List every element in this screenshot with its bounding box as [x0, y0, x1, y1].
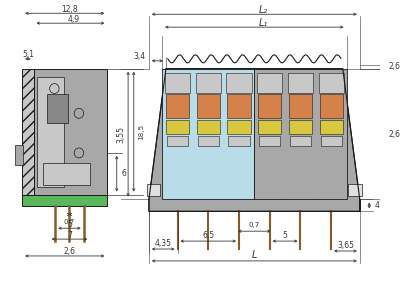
- Text: L₁: L₁: [259, 18, 268, 28]
- Polygon shape: [149, 69, 360, 211]
- Text: 5: 5: [283, 231, 288, 240]
- Bar: [258, 120, 281, 134]
- Bar: [319, 73, 344, 93]
- Bar: [290, 136, 311, 146]
- Bar: [22, 195, 107, 207]
- Bar: [37, 77, 64, 187]
- Text: 5,1: 5,1: [22, 50, 34, 59]
- Bar: [167, 136, 188, 146]
- Bar: [198, 136, 219, 146]
- Bar: [228, 136, 250, 146]
- Bar: [320, 95, 343, 118]
- Text: 18,5: 18,5: [138, 124, 144, 140]
- Bar: [166, 120, 189, 134]
- Text: 4,35: 4,35: [155, 239, 172, 248]
- Text: 5: 5: [67, 220, 72, 229]
- Bar: [289, 95, 312, 118]
- Bar: [147, 184, 160, 195]
- Text: 2,6: 2,6: [388, 62, 400, 71]
- Text: 0,7: 0,7: [64, 219, 75, 225]
- Text: 6: 6: [122, 169, 127, 178]
- Bar: [15, 145, 23, 165]
- Text: 3,55: 3,55: [116, 126, 125, 143]
- Text: 7: 7: [67, 231, 72, 240]
- Text: 2,6: 2,6: [64, 248, 76, 256]
- Text: 2,6: 2,6: [388, 130, 400, 139]
- Bar: [259, 136, 280, 146]
- Bar: [166, 95, 189, 118]
- Text: 4: 4: [375, 201, 380, 210]
- Bar: [258, 95, 281, 118]
- Text: 3,65: 3,65: [337, 241, 354, 250]
- Bar: [197, 95, 220, 118]
- Bar: [197, 120, 220, 134]
- Bar: [196, 73, 221, 93]
- Bar: [288, 73, 313, 93]
- Text: 4,9: 4,9: [67, 15, 79, 24]
- Bar: [34, 69, 107, 195]
- Bar: [348, 184, 362, 195]
- Bar: [162, 69, 254, 200]
- Text: L₂: L₂: [259, 5, 268, 15]
- Bar: [165, 73, 190, 93]
- Bar: [226, 73, 252, 93]
- Bar: [289, 120, 312, 134]
- Bar: [43, 163, 90, 185]
- Bar: [227, 95, 250, 118]
- Text: 6,5: 6,5: [202, 231, 214, 240]
- Bar: [47, 93, 68, 123]
- Bar: [149, 200, 360, 211]
- Bar: [257, 73, 282, 93]
- Text: 3,4: 3,4: [133, 52, 145, 61]
- Bar: [320, 136, 342, 146]
- Bar: [227, 120, 250, 134]
- Text: 12,8: 12,8: [61, 5, 78, 14]
- Bar: [254, 69, 346, 200]
- Text: L: L: [252, 250, 257, 260]
- Bar: [320, 120, 343, 134]
- Text: 0,7: 0,7: [249, 222, 260, 228]
- Bar: [22, 69, 34, 195]
